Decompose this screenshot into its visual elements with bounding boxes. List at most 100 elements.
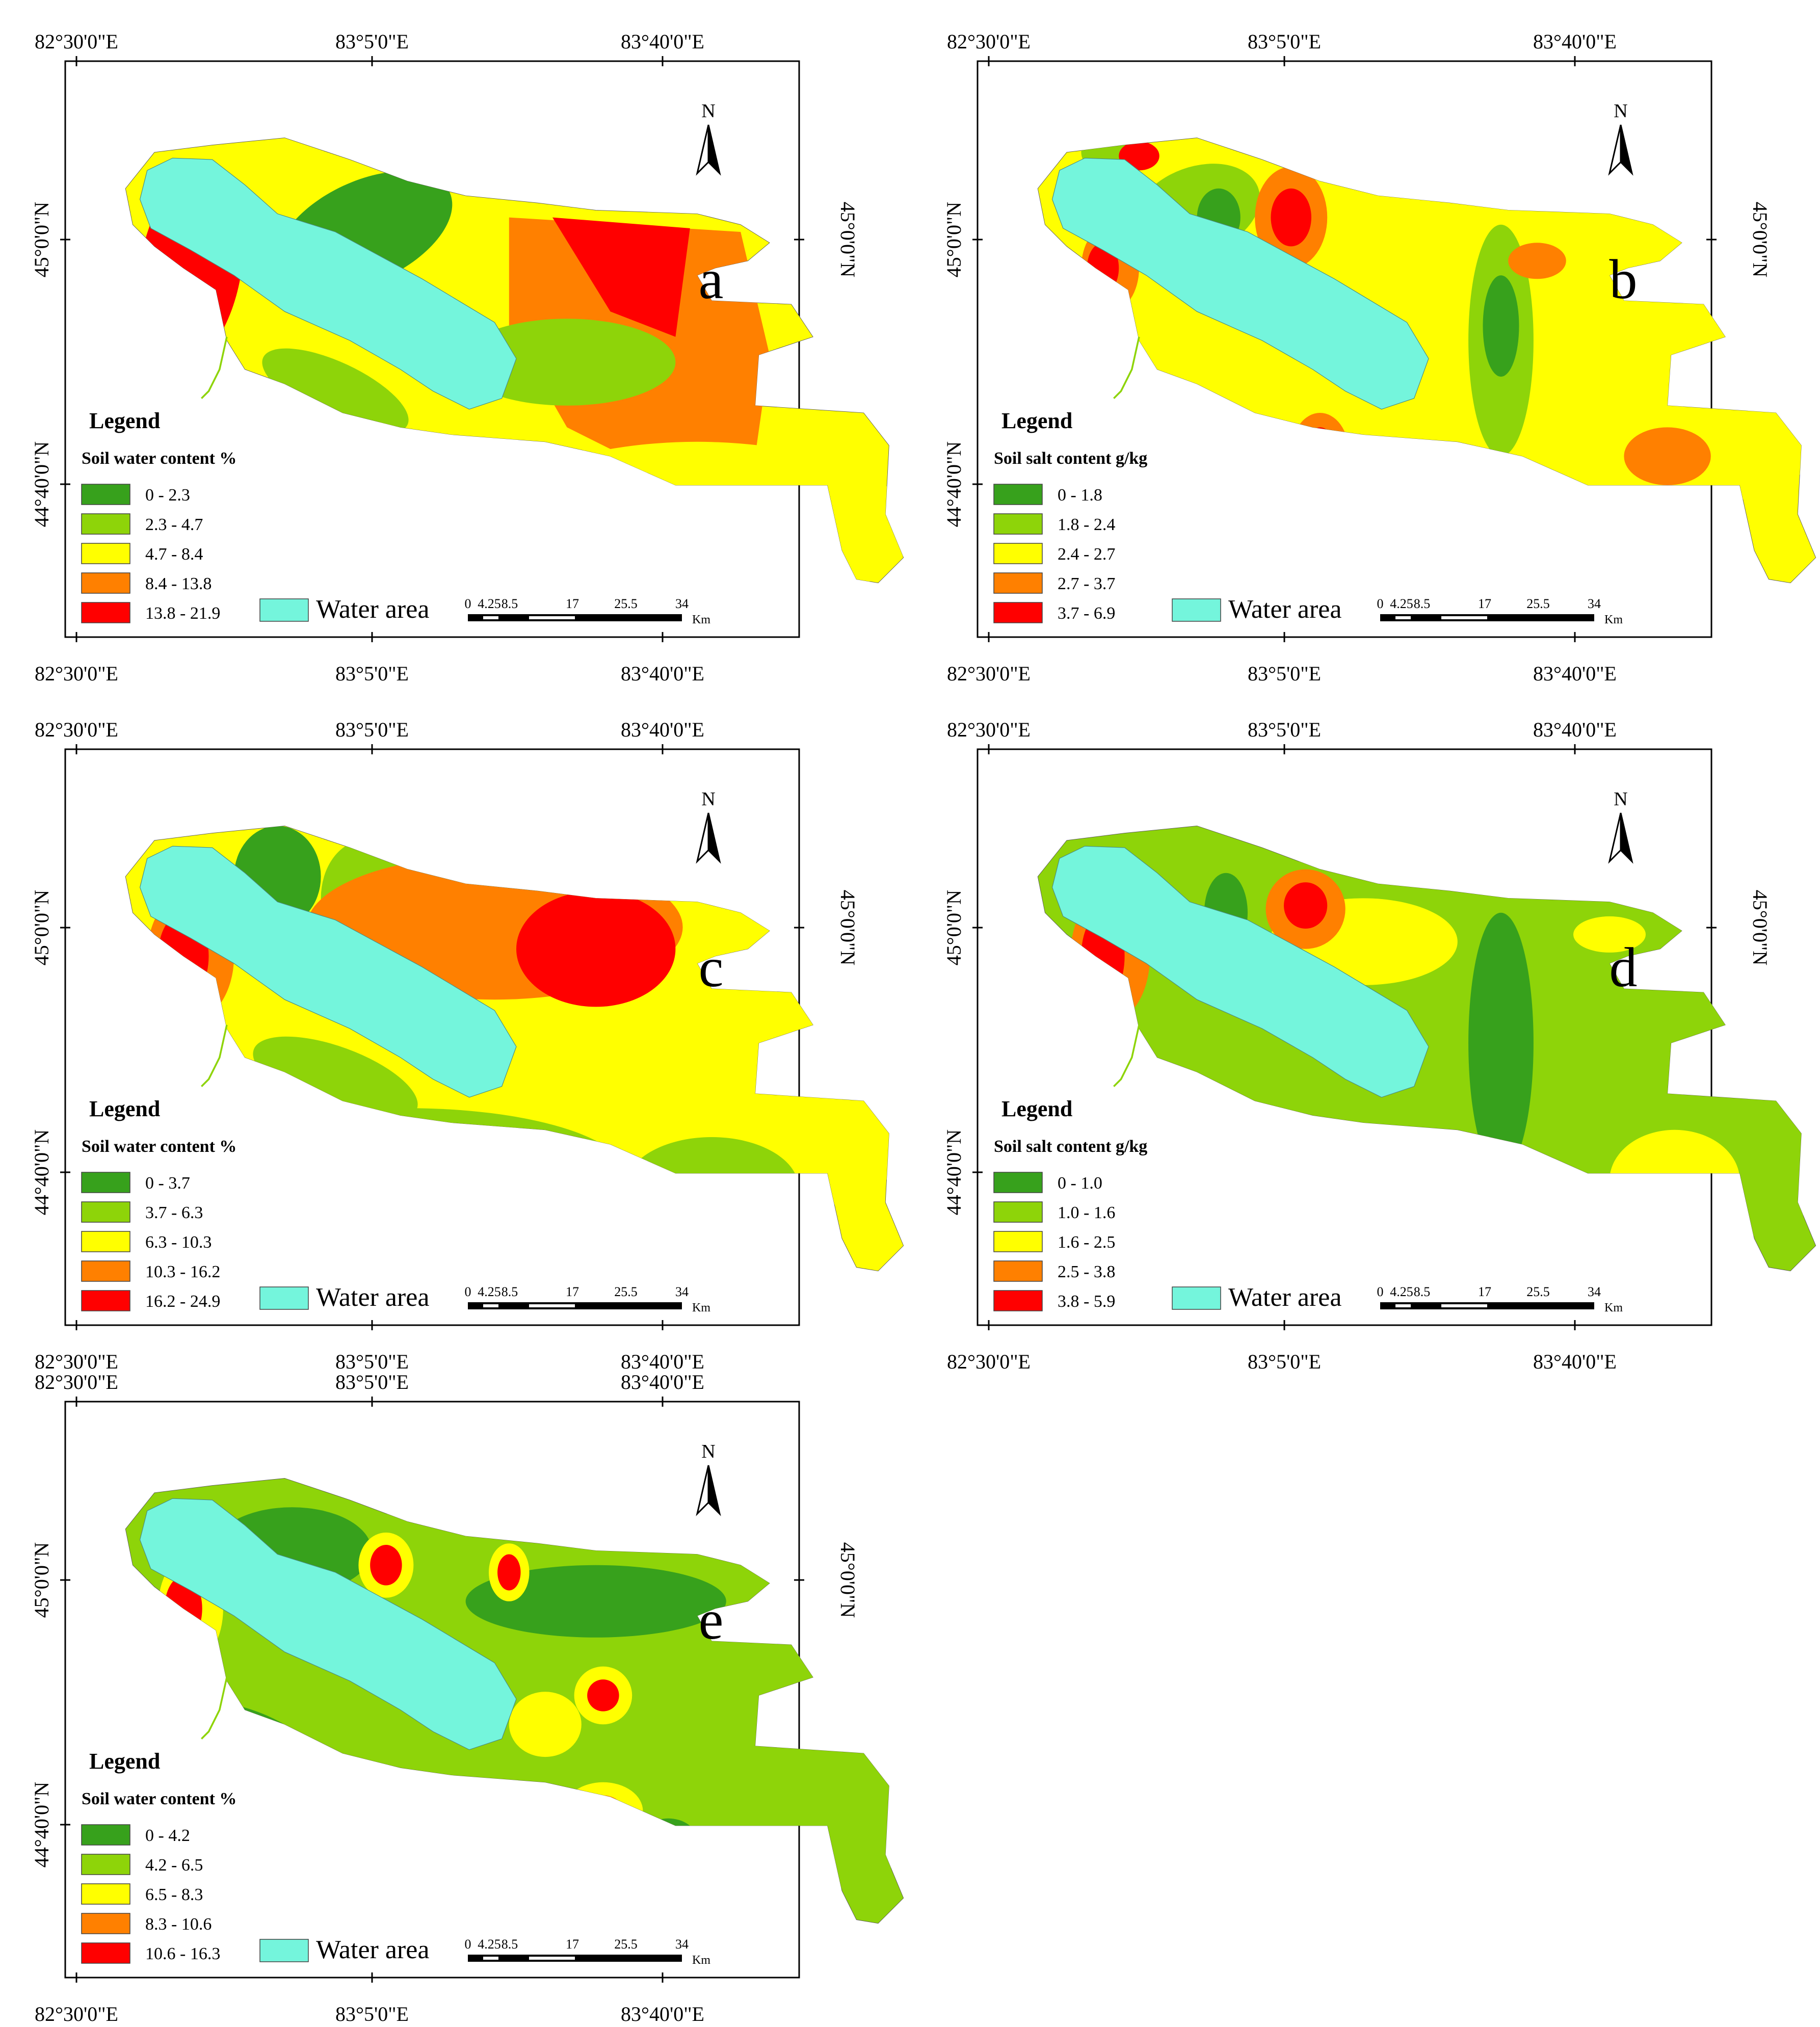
top-longitude-label: 82°30'0"E bbox=[947, 30, 1031, 53]
bottom-longitude-label: 83°5'0"E bbox=[335, 1350, 409, 1373]
top-longitude-label: 82°30'0"E bbox=[947, 718, 1031, 741]
legend-class-label: 4.2 - 6.5 bbox=[145, 1856, 203, 1875]
legend-class-label: 1.6 - 2.5 bbox=[1058, 1233, 1115, 1252]
scale-tick-label: 25.5 bbox=[1526, 596, 1550, 611]
river-channel bbox=[201, 336, 228, 399]
legend-heading: Legend bbox=[89, 408, 160, 433]
map-panel-b: 82°30'0"E 82°30'0"E 83°5'0"E 83°5'0"E 83°40'… bbox=[942, 30, 1816, 685]
map-panel-a: 82°30'0"E 82°30'0"E 83°5'0"E 83°5'0"E 83°40'… bbox=[30, 30, 904, 685]
north-arrow-right-half bbox=[707, 812, 721, 864]
left-latitude-label: 44°40'0"N bbox=[942, 1129, 965, 1215]
bottom-longitude-label: 83°40'0"E bbox=[1533, 662, 1617, 685]
legend-swatch bbox=[81, 543, 130, 564]
legend-heading: Legend bbox=[89, 1749, 160, 1774]
panel-letter: c bbox=[699, 936, 724, 998]
top-longitude-label: 83°40'0"E bbox=[621, 718, 704, 741]
map-panel-d: 82°30'0"E 82°30'0"E 83°5'0"E 83°5'0"E 83°40'… bbox=[942, 718, 1816, 1373]
scale-tick-label: 0 bbox=[1377, 596, 1384, 611]
legend-class-label: 0 - 3.7 bbox=[145, 1174, 190, 1193]
panel-letter: b bbox=[1610, 248, 1638, 310]
left-latitude-label: 45°0'0"N bbox=[30, 1542, 53, 1618]
scale-tick-label: 8.5 bbox=[1414, 1284, 1431, 1299]
legend-class-label: 0 - 1.8 bbox=[1058, 486, 1102, 505]
class-zone bbox=[370, 1545, 402, 1586]
legend-swatch bbox=[81, 1824, 130, 1846]
class-zone bbox=[1468, 912, 1534, 1173]
legend-class-label: 10.3 - 16.2 bbox=[145, 1262, 220, 1281]
legend: Legend Soil water content % 0 - 2.3 2.3 - 4… bbox=[81, 408, 429, 624]
north-arrow-right-half bbox=[707, 1465, 721, 1516]
right-latitude-label: 45°0'0"N bbox=[836, 1542, 859, 1618]
bottom-longitude-label: 83°40'0"E bbox=[1533, 1350, 1617, 1373]
scale-tick-label: 25.5 bbox=[1526, 1284, 1550, 1299]
legend-class-label: 2.7 - 3.7 bbox=[1058, 574, 1115, 593]
scale-bar-segment bbox=[1395, 1304, 1411, 1307]
river-channel bbox=[201, 1677, 228, 1740]
scale-unit: Km bbox=[1604, 1301, 1623, 1314]
scale-tick-label: 34 bbox=[675, 596, 689, 611]
river-channel bbox=[1113, 336, 1140, 399]
left-latitude-label: 45°0'0"N bbox=[30, 202, 53, 277]
legend-swatch bbox=[81, 572, 130, 594]
north-label: N bbox=[701, 100, 715, 122]
class-zone bbox=[1271, 188, 1311, 247]
scale-unit: Km bbox=[692, 1301, 710, 1314]
scale-tick-label: 0 bbox=[465, 596, 471, 611]
north-arrow: N bbox=[1608, 100, 1633, 176]
legend-class-label: 0 - 2.3 bbox=[145, 486, 190, 505]
legend-swatch bbox=[993, 484, 1043, 505]
legend-swatch bbox=[993, 1172, 1043, 1193]
scale-bar-segment bbox=[529, 616, 575, 619]
bottom-longitude-label: 83°5'0"E bbox=[335, 2003, 409, 2025]
scale-tick-label: 17 bbox=[1478, 1284, 1491, 1299]
legend-class-label: 2.4 - 2.7 bbox=[1058, 545, 1115, 564]
north-arrow: N bbox=[1608, 788, 1633, 864]
legend-title: Soil water content % bbox=[82, 1137, 236, 1156]
left-latitude-label: 44°40'0"N bbox=[30, 1782, 53, 1867]
north-arrow-right-half bbox=[1620, 124, 1633, 176]
scale-tick-label: 4.25 bbox=[478, 1284, 501, 1299]
left-latitude-label: 44°40'0"N bbox=[30, 1129, 53, 1215]
legend-swatch bbox=[993, 513, 1043, 535]
legend-swatch bbox=[993, 1260, 1043, 1282]
legend-heading: Legend bbox=[89, 1096, 160, 1121]
bottom-longitude-label: 83°5'0"E bbox=[1248, 1350, 1321, 1373]
scale-tick-label: 8.5 bbox=[502, 1937, 518, 1952]
legend-swatch bbox=[81, 1260, 130, 1282]
left-latitude-label: 45°0'0"N bbox=[942, 202, 965, 277]
legend-swatch bbox=[81, 1201, 130, 1223]
scale-tick-label: 17 bbox=[566, 1937, 579, 1952]
scale-unit: Km bbox=[692, 613, 710, 626]
north-arrow-right-half bbox=[707, 124, 721, 176]
class-zone bbox=[1624, 427, 1711, 486]
right-latitude-label: 45°0'0"N bbox=[836, 202, 859, 277]
legend-heading: Legend bbox=[1001, 1096, 1072, 1121]
panel-letter: e bbox=[699, 1589, 724, 1651]
bottom-longitude-label: 83°5'0"E bbox=[1248, 662, 1321, 685]
legend-class-label: 6.5 - 8.3 bbox=[145, 1885, 203, 1904]
north-label: N bbox=[1614, 100, 1627, 122]
scale-bar-segment bbox=[529, 1304, 575, 1307]
top-longitude-label: 83°5'0"E bbox=[335, 30, 409, 53]
scale-bar-segment bbox=[529, 1957, 575, 1960]
top-longitude-label: 82°30'0"E bbox=[35, 30, 118, 53]
bottom-longitude-label: 82°30'0"E bbox=[35, 1350, 118, 1373]
bottom-longitude-label: 83°40'0"E bbox=[621, 662, 704, 685]
scale-bar-segment bbox=[483, 616, 498, 619]
legend-water-label: Water area bbox=[316, 595, 429, 624]
legend-swatch bbox=[81, 1942, 130, 1964]
scale-tick-label: 25.5 bbox=[614, 596, 638, 611]
legend-swatch bbox=[81, 1854, 130, 1875]
left-latitude-label: 45°0'0"N bbox=[942, 890, 965, 965]
panel-letter: a bbox=[699, 248, 724, 310]
class-zone bbox=[509, 1692, 582, 1757]
class-zone bbox=[516, 891, 676, 1007]
scale-tick-label: 34 bbox=[1588, 596, 1601, 611]
legend: Legend Soil water content % 0 - 4.2 4.2 - 6… bbox=[81, 1749, 429, 1964]
legend-water-swatch bbox=[1172, 1286, 1221, 1310]
scale-tick-label: 17 bbox=[566, 1284, 579, 1299]
scale-tick-label: 25.5 bbox=[614, 1937, 638, 1952]
